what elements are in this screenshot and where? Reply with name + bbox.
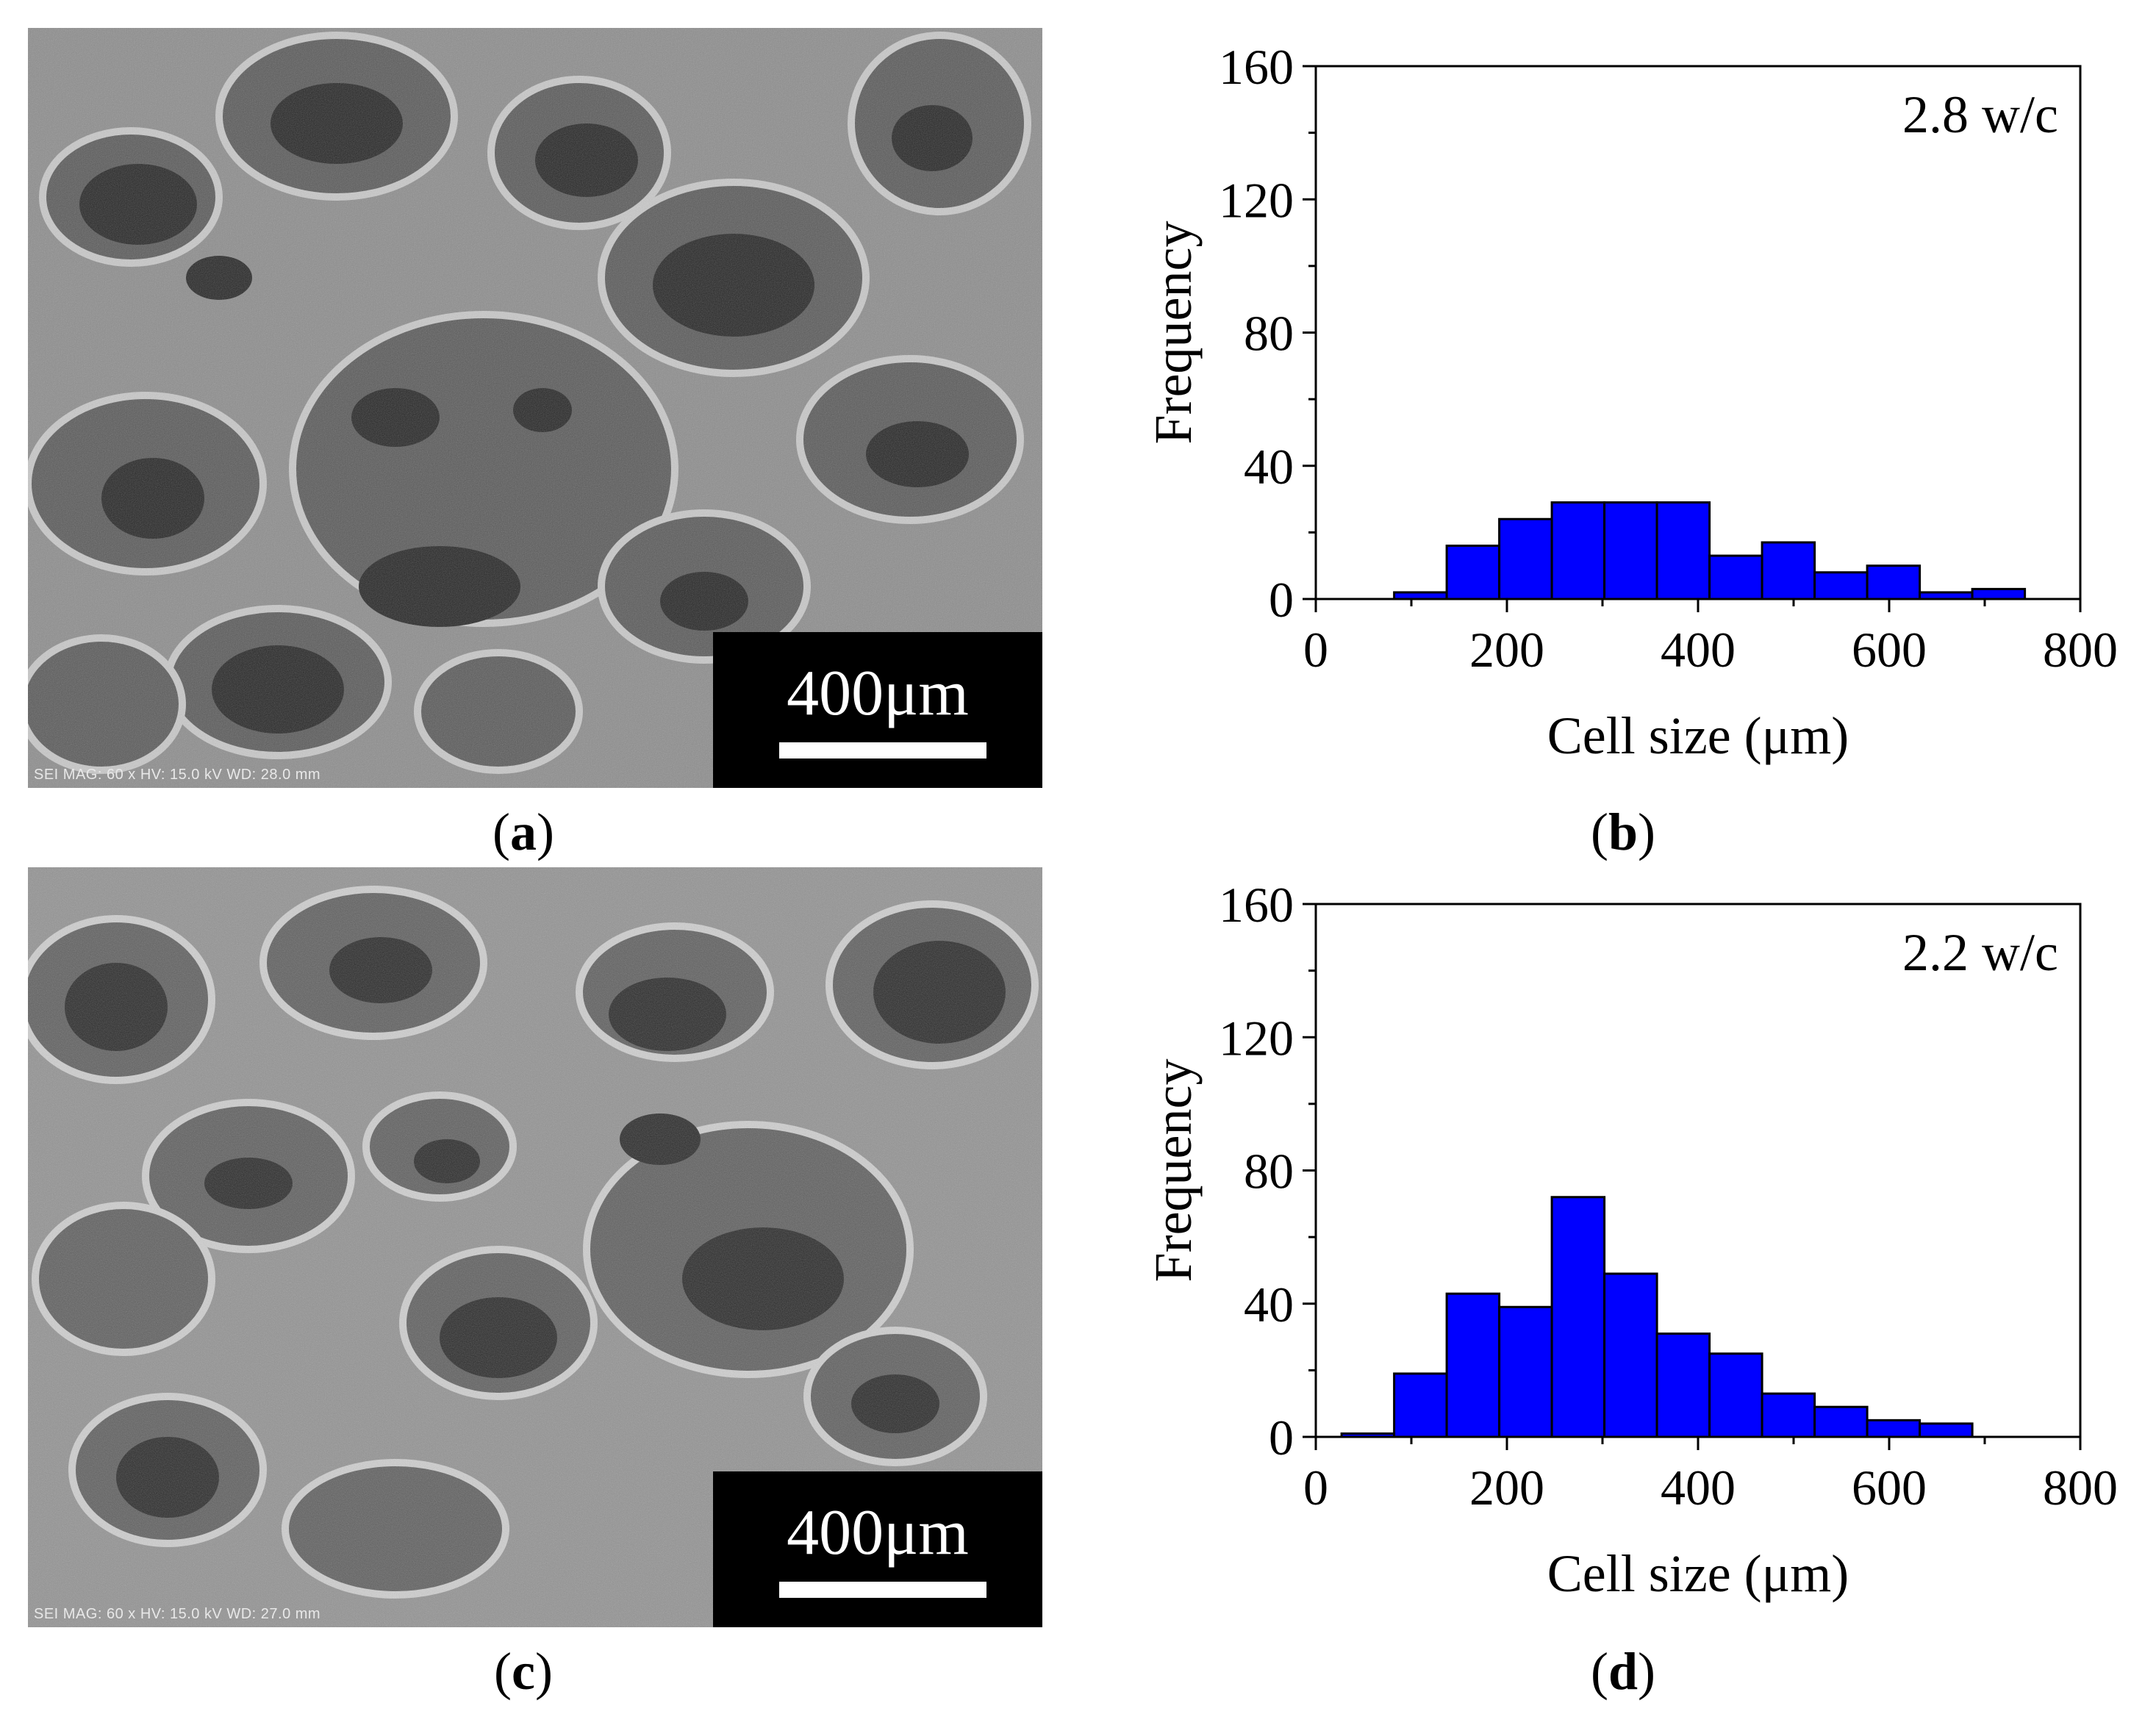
chart-d-y-tick-label-1: 40 — [1244, 1277, 1294, 1333]
panel-label-open-b: ( — [1590, 803, 1608, 861]
chart-d-annotation: 2.2 w/c — [1902, 923, 2058, 982]
scale-bar-box-c: 400μm — [713, 1471, 1042, 1627]
scale-bar-a — [779, 742, 986, 759]
chart-d-x-axis-label: Cell size (μm) — [1547, 1544, 1849, 1603]
panel-letter-a: a — [510, 803, 537, 861]
chart-b-bar-8 — [1813, 571, 1869, 600]
sem-texture-c — [28, 867, 1042, 1627]
panel-label-close-b: ) — [1638, 803, 1655, 861]
chart-d-bar-3 — [1498, 1305, 1553, 1438]
scale-bar-label-c: 400μm — [787, 1497, 969, 1568]
panel-label-open-d: ( — [1590, 1642, 1608, 1701]
panel-label-d: (d) — [1550, 1645, 1697, 1698]
panel-letter-d: d — [1608, 1642, 1639, 1701]
chart-d-y-tick-label-3: 120 — [1219, 1010, 1294, 1066]
chart-d-bar-4 — [1550, 1196, 1606, 1438]
panel-label-close-d: ) — [1638, 1642, 1655, 1701]
chart-b-y-axis-label: Frequency — [1144, 221, 1203, 445]
chart-b-y-tick-label-4: 160 — [1219, 39, 1294, 95]
chart-d-y-tick-label-0: 0 — [1269, 1410, 1294, 1466]
chart-b-y-tick-label-2: 80 — [1244, 306, 1294, 362]
chart-b-x-tick-label-0: 0 — [1303, 622, 1328, 678]
chart-b-bar-3 — [1550, 501, 1606, 600]
chart-d-y-tick-label-2: 80 — [1244, 1144, 1294, 1199]
chart-d-x-tick-label-0: 0 — [1303, 1460, 1328, 1516]
chart-d-bar-5 — [1603, 1272, 1658, 1438]
panel-letter-c: c — [512, 1642, 535, 1701]
chart-d-y-axis-label: Frequency — [1144, 1059, 1203, 1283]
chart-b-y-tick-label-3: 120 — [1219, 172, 1294, 228]
chart-b-x-tick-label-2: 400 — [1661, 622, 1736, 678]
chart-d-bar-6 — [1655, 1333, 1711, 1438]
chart-b-x-tick-label-3: 600 — [1852, 622, 1927, 678]
chart-b-bar-6 — [1708, 554, 1763, 600]
panel-label-open-c: ( — [494, 1642, 512, 1701]
chart-b-bar-7 — [1761, 541, 1816, 600]
sem-image-c: 400μm SEI MAG: 60 x HV: 15.0 kV WD: 27.0… — [28, 867, 1042, 1627]
chart-b-bar-1 — [1445, 545, 1501, 600]
scale-bar-c — [779, 1582, 986, 1598]
panel-label-b: (b) — [1550, 806, 1697, 858]
panel-letter-b: b — [1608, 803, 1639, 861]
sem-image-a: 400μm SEI MAG: 60 x HV: 15.0 kV WD: 28.0… — [28, 28, 1042, 788]
chart-d-x-tick-label-4: 800 — [2043, 1460, 2118, 1516]
chart-b-bar-2 — [1498, 517, 1553, 600]
panel-label-open-a: ( — [493, 803, 510, 861]
chart-d-x-tick-label-2: 400 — [1661, 1460, 1736, 1516]
chart-d-bar-10 — [1866, 1419, 1922, 1438]
chart-b-bar-4 — [1603, 501, 1658, 600]
chart-b-x-tick-label-4: 800 — [2043, 622, 2118, 678]
panel-label-c: (c) — [450, 1645, 597, 1698]
chart-d-bar-7 — [1708, 1352, 1763, 1438]
histogram-chart-b: 0 200 400 600 800 0 40 80 120 160 Cell size (μm) Fr… — [1144, 39, 2118, 765]
chart-b-bar-11 — [1971, 587, 2027, 600]
scale-bar-box-a: 400μm — [713, 632, 1042, 788]
panel-label-close-c: ) — [534, 1642, 553, 1701]
chart-b-x-tick-label-1: 200 — [1469, 622, 1544, 678]
sem-info-a: SEI MAG: 60 x HV: 15.0 kV WD: 28.0 mm — [34, 767, 321, 783]
chart-d-bar-9 — [1813, 1405, 1869, 1438]
sem-info-c: SEI MAG: 60 x HV: 15.0 kV WD: 27.0 mm — [34, 1606, 321, 1622]
chart-b-bar-5 — [1655, 501, 1711, 600]
chart-b-y-tick-label-0: 0 — [1269, 572, 1294, 628]
chart-b-bar-9 — [1866, 564, 1922, 600]
chart-d-bar-8 — [1761, 1392, 1816, 1438]
histogram-chart-d: 0 200 400 600 800 0 40 80 120 160 Cell size (μm) Fr… — [1144, 877, 2118, 1603]
chart-d-bar-2 — [1445, 1292, 1501, 1438]
chart-d-x-tick-label-1: 200 — [1469, 1460, 1544, 1516]
chart-d-x-tick-label-3: 600 — [1852, 1460, 1927, 1516]
chart-b-annotation: 2.8 w/c — [1902, 85, 2058, 144]
scale-bar-label-a: 400μm — [787, 658, 969, 729]
chart-b-y-tick-label-1: 40 — [1244, 439, 1294, 495]
chart-d-bar-11 — [1919, 1422, 1974, 1438]
chart-b-x-axis-label: Cell size (μm) — [1547, 706, 1849, 765]
chart-d-bar-1 — [1393, 1372, 1448, 1438]
panel-label-close-a: ) — [537, 803, 554, 861]
chart-d-y-tick-label-4: 160 — [1219, 877, 1294, 933]
panel-label-a: (a) — [450, 806, 597, 858]
sem-texture-a — [28, 28, 1042, 788]
